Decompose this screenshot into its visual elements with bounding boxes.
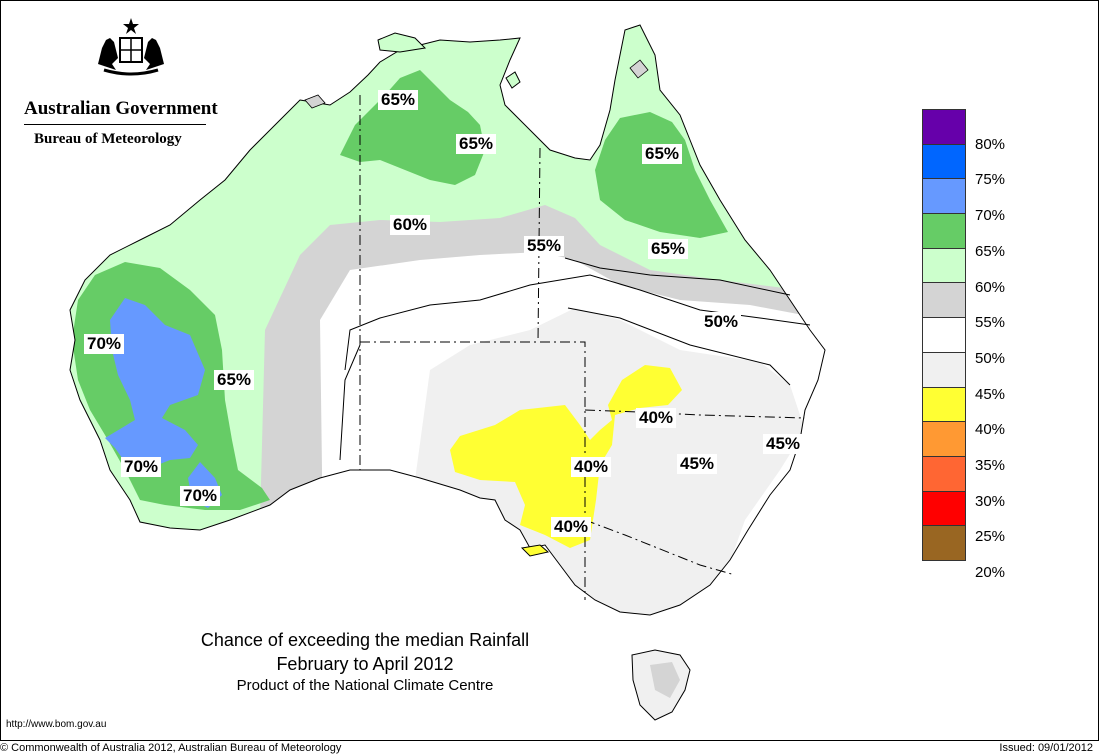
contour-label: 40% xyxy=(551,517,592,537)
legend-label: 55% xyxy=(975,314,1006,332)
zone-40-45 xyxy=(450,365,682,548)
contour-label: 65% xyxy=(456,134,497,154)
legend-swatch xyxy=(922,386,966,423)
legend-label: 30% xyxy=(975,492,1006,510)
legend-swatch xyxy=(922,213,966,249)
legend-label: 75% xyxy=(975,171,1006,189)
contour-label: 70% xyxy=(84,334,125,354)
map-product: Product of the National Climate Centre xyxy=(236,677,494,694)
zone-65-topend xyxy=(340,70,485,185)
legend-swatch xyxy=(922,109,966,145)
contour-label: 55% xyxy=(524,236,565,256)
legend-swatch xyxy=(922,351,966,388)
legend xyxy=(922,109,966,561)
cape-york-tip xyxy=(629,59,649,79)
contour-label: 70% xyxy=(121,457,162,477)
tiwi-islands xyxy=(377,32,427,53)
kangaroo-island xyxy=(520,544,550,557)
contour-label: 45% xyxy=(763,434,804,454)
contour-label: 60% xyxy=(390,215,431,235)
zone-70-sw xyxy=(105,298,205,468)
contour-label: 40% xyxy=(571,457,612,477)
contour-label: 40% xyxy=(636,408,677,428)
legend-label: 80% xyxy=(975,135,1006,153)
zone-65-qld xyxy=(595,112,728,238)
tasmania-grey xyxy=(650,662,680,698)
legend-swatch xyxy=(922,282,966,319)
website-url[interactable]: http://www.bom.gov.au xyxy=(6,719,107,730)
logo-divider xyxy=(24,124,206,125)
legend-swatch xyxy=(922,143,966,180)
legend-label: 35% xyxy=(975,457,1006,474)
map-title: Chance of exceeding the median Rainfall xyxy=(200,630,530,650)
contour-label: 65% xyxy=(214,370,255,390)
legend-label: 45% xyxy=(975,385,1006,403)
contour-label: 70% xyxy=(180,486,221,506)
issued-date: Issued: 09/01/2012 xyxy=(999,742,1093,754)
nw-cape xyxy=(304,94,326,109)
legend-swatch xyxy=(922,421,966,457)
coat-of-arms-icon xyxy=(98,18,164,76)
legend-label: 60% xyxy=(975,278,1006,296)
legend-label: 20% xyxy=(975,564,1006,582)
map-period: February to April 2012 xyxy=(276,654,454,674)
groote-island xyxy=(505,71,521,89)
legend-label: 40% xyxy=(975,421,1006,439)
legend-swatch xyxy=(922,525,966,561)
copyright-notice: © Commonwealth of Australia 2012, Austra… xyxy=(0,742,342,754)
contour-label: 65% xyxy=(648,239,689,259)
legend-label: 65% xyxy=(975,242,1006,260)
contour-label: 65% xyxy=(642,144,683,164)
legend-swatch xyxy=(922,178,966,215)
legend-swatch xyxy=(922,455,966,492)
legend-label: 50% xyxy=(975,349,1006,367)
legend-label: 70% xyxy=(975,207,1006,225)
government-name: Australian Government xyxy=(24,98,218,119)
contour-label: 45% xyxy=(677,454,718,474)
legend-swatch xyxy=(922,317,966,353)
legend-swatch xyxy=(922,490,966,527)
agency-name: Bureau of Meteorology xyxy=(34,131,182,147)
legend-label: 25% xyxy=(975,528,1006,546)
contour-label: 50% xyxy=(701,312,742,332)
legend-swatch xyxy=(922,247,966,284)
contour-label: 65% xyxy=(378,90,419,110)
map-title-block: Chance of exceeding the median Rainfall … xyxy=(170,628,560,696)
